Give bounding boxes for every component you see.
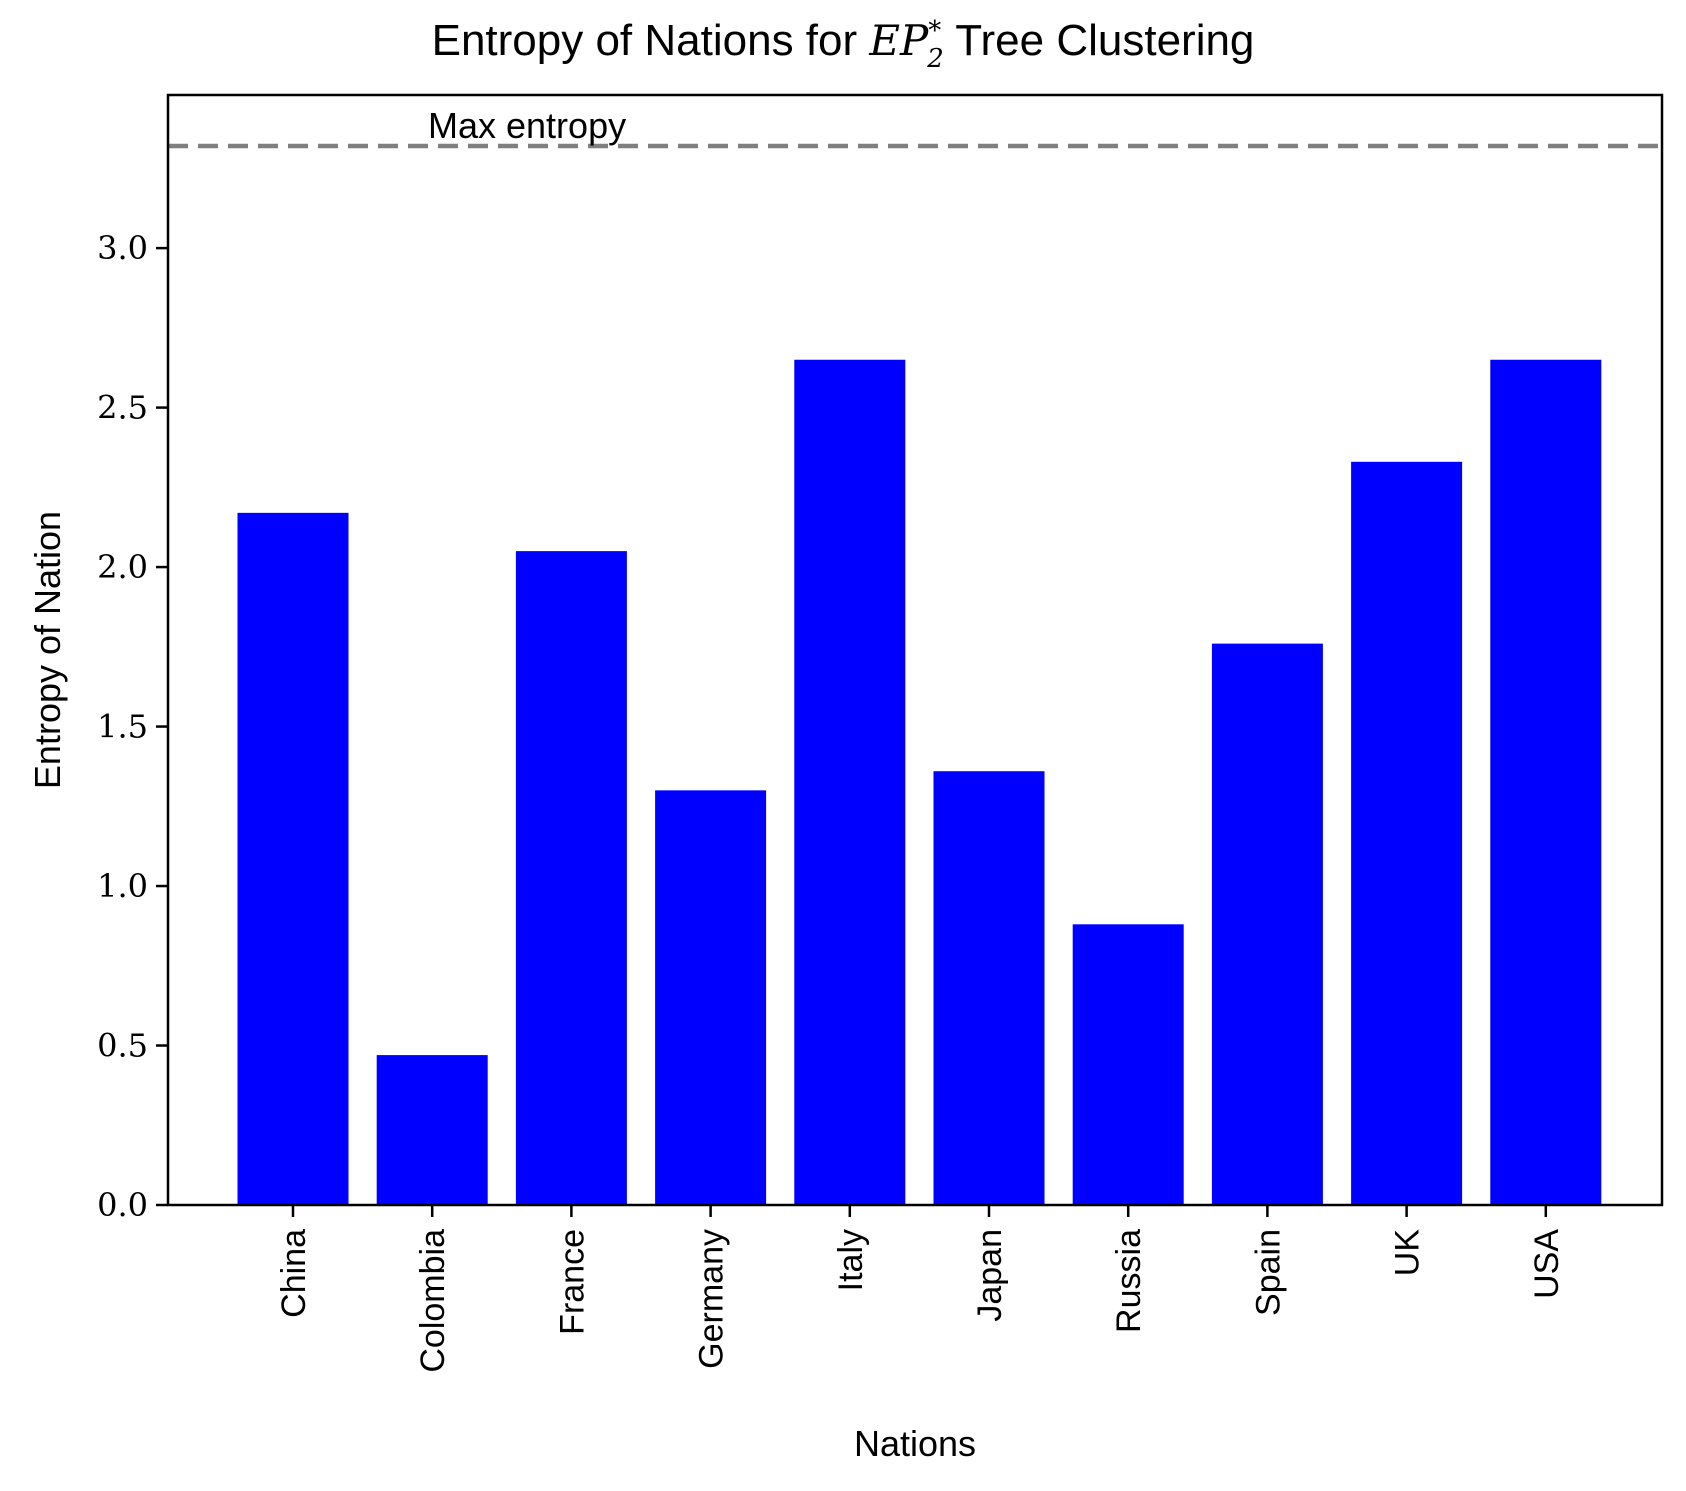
- title-math-main: EP: [868, 16, 929, 65]
- bar-italy: [794, 359, 906, 1205]
- y-tick-label-4: 2.0: [97, 548, 148, 586]
- max-entropy-label: Max entropy: [428, 105, 626, 146]
- y-tick-label-1: 0.5: [97, 1027, 148, 1065]
- bar-japan: [933, 771, 1045, 1205]
- title-suffix: Tree Clustering: [944, 16, 1255, 65]
- title-prefix: Entropy of Nations for: [432, 16, 870, 65]
- title-math-superscript: *: [928, 16, 941, 46]
- bar-germany: [655, 790, 767, 1205]
- title-math-subscript: 2: [926, 44, 944, 74]
- bar-uk: [1351, 461, 1463, 1206]
- x-tick-label-uk: UK: [1389, 1229, 1427, 1277]
- chart-title: Entropy of Nations for EP* 2 Tree Cluster…: [432, 16, 1255, 74]
- y-tick-label-6: 3.0: [97, 229, 148, 267]
- y-tick-label-0: 0.0: [97, 1186, 148, 1224]
- x-tick-label-italy: Italy: [832, 1229, 870, 1291]
- x-tick-label-spain: Spain: [1249, 1229, 1287, 1316]
- x-tick-label-colombia: Colombia: [414, 1229, 452, 1373]
- reference-line-group: Max entropy: [168, 105, 1662, 149]
- chart-title-text: Entropy of Nations for EP* 2 Tree Cluster…: [432, 16, 1255, 74]
- plot-frame: [166, 93, 1664, 1207]
- x-tick-label-china: China: [275, 1229, 313, 1318]
- bars-group: [237, 359, 1602, 1206]
- bar-france: [515, 551, 627, 1205]
- bar-spain: [1211, 643, 1323, 1205]
- bar-usa: [1490, 359, 1602, 1205]
- x-tick-label-japan: Japan: [971, 1229, 1009, 1322]
- y-tick-label-2: 1.0: [97, 867, 148, 905]
- x-tick-label-germany: Germany: [693, 1229, 731, 1369]
- x-axis: China Colombia France Germany Italy Japan Russ…: [275, 1205, 1566, 1373]
- bar-colombia: [376, 1055, 488, 1205]
- y-axis-label: Entropy of Nation: [27, 511, 68, 789]
- x-axis-label: Nations: [854, 1423, 976, 1464]
- x-tick-label-france: France: [553, 1229, 591, 1335]
- y-axis: 0.0 0.5 1.0 1.5 2.0 2.5 3.0: [97, 229, 168, 1224]
- x-tick-label-russia: Russia: [1110, 1229, 1148, 1333]
- bar-china: [237, 512, 349, 1205]
- x-tick-label-usa: USA: [1528, 1229, 1566, 1299]
- y-tick-label-5: 2.5: [97, 389, 148, 427]
- bar-russia: [1072, 924, 1184, 1205]
- y-tick-label-3: 1.5: [97, 708, 148, 746]
